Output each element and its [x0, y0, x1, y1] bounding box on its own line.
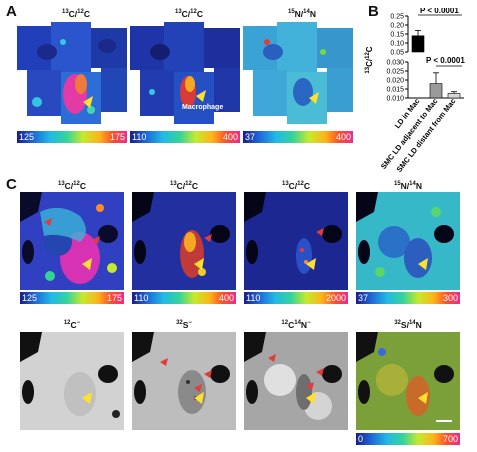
panel-b-bar-chart: 13C/12C 0.25 0.20 0.15 0.10 0.05 0.030 0.025 0.…: [362, 6, 477, 174]
title-c1-1: 13C/12C: [57, 181, 86, 191]
panel-label-b: B: [368, 3, 379, 20]
colorbar-c2-4: 0 700: [356, 433, 460, 445]
title-c1-3: 13C/12C: [281, 181, 310, 191]
title-a1: 13C/12C: [61, 9, 90, 19]
lower-tick-label-0: 0.030: [386, 60, 404, 67]
image-a1-13c12c-mosaic: [17, 22, 127, 127]
title-c1-4: 15N/14N: [393, 181, 422, 191]
bar-1: [429, 83, 443, 99]
image-c2-32s14n: [356, 332, 460, 430]
lower-tick-label-3: 0.015: [386, 87, 404, 94]
lower-tick-label-2: 0.020: [386, 78, 404, 85]
sig-label-2: P < 0.0001: [426, 56, 465, 65]
colorbar-c1-4: 37 300: [356, 292, 460, 304]
title-c1-2: 13C/12C: [169, 181, 198, 191]
colorbar-c1-3: 110 2000: [244, 292, 348, 304]
macrophage-annotation: Macrophage: [182, 104, 224, 111]
lower-tick-label-4: 0.010: [386, 96, 404, 103]
image-c1-15n14n: [356, 192, 460, 290]
title-a2: 13C/12C: [174, 9, 203, 19]
upper-tick-label-3: 0.10: [390, 41, 404, 48]
colorbar-a1: 125 175: [17, 131, 127, 143]
image-c2-32s-grayscale: [132, 332, 236, 430]
upper-tick-label-0: 0.25: [390, 14, 404, 21]
image-c2-12c14n-grayscale: [244, 332, 348, 430]
title-c2-4: 32S/14N: [394, 320, 422, 330]
colorbar-c1-2: 110 400: [132, 292, 236, 304]
image-a3-15n14n-mosaic: [243, 22, 353, 127]
panel-label-a: A: [6, 3, 17, 20]
upper-tick-label-1: 0.20: [390, 23, 404, 30]
image-c1-13c12c-b: [132, 192, 236, 290]
title-c2-2: 32S−: [176, 320, 192, 330]
image-c1-13c12c-c: [244, 192, 348, 290]
title-c2-3: 12C14N−: [281, 320, 311, 330]
bar-0: [411, 35, 425, 53]
lower-tick-label-1: 0.025: [386, 69, 404, 76]
panel-label-c: C: [6, 176, 17, 193]
image-c1-13c12c-a: [20, 192, 124, 290]
upper-tick-label-4: 0.05: [390, 50, 404, 57]
colorbar-c1-1: 125 175: [20, 292, 124, 304]
upper-tick-label-2: 0.15: [390, 32, 404, 39]
title-a3: 15N/14N: [287, 9, 316, 19]
image-a2-13c12c-mosaic: Macrophage: [130, 22, 240, 127]
sig-label-1: P < 0.0001: [420, 8, 459, 15]
colorbar-a3: 37 400: [243, 131, 353, 143]
colorbar-a2: 110 400: [130, 131, 240, 143]
image-c2-12c-grayscale: [20, 332, 124, 430]
y-axis-label: 13C/12C: [365, 46, 374, 73]
title-c2-1: 12C−: [63, 320, 81, 330]
